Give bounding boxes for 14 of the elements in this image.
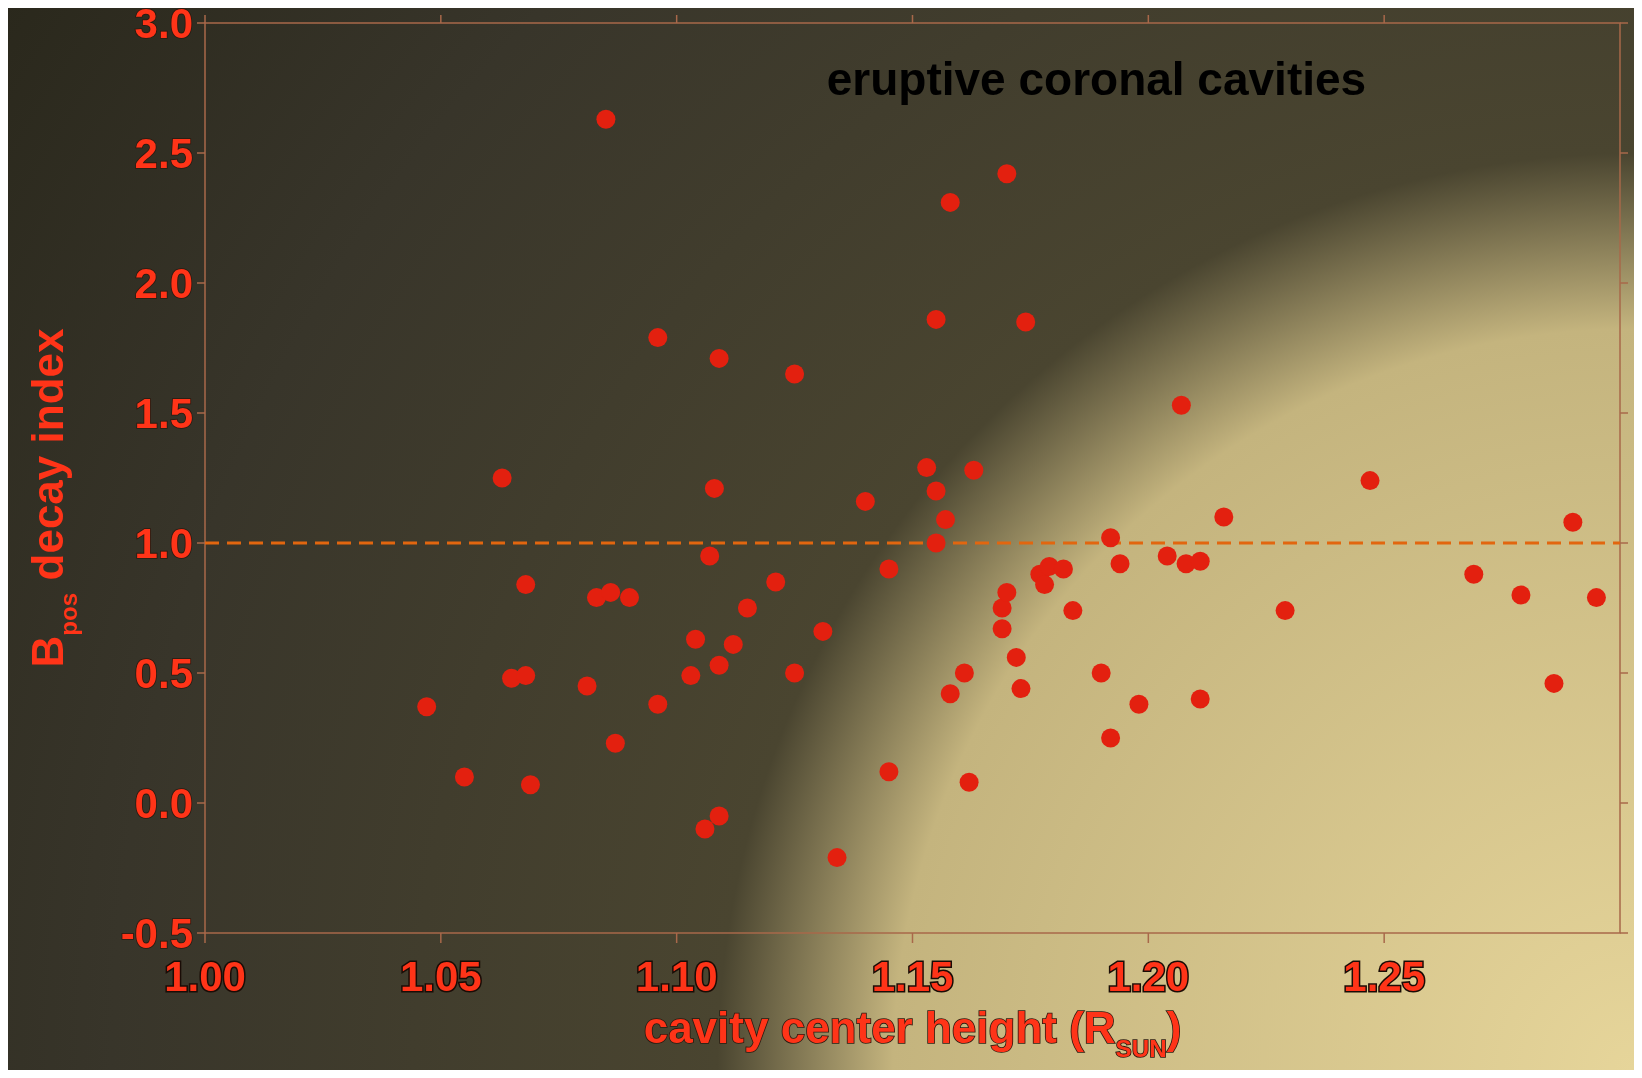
x-tick-label: 1.15 [871,953,954,1000]
x-tick-label: 1.10 [635,953,718,1000]
y-tick-label: 3.0 [134,0,193,47]
x-tick-label: 1.25 [1343,953,1426,1000]
y-tick-label: 2.5 [134,129,193,177]
y-tick-label: 2.0 [134,259,193,307]
x-tick-label: 1.20 [1107,953,1190,1000]
y-tick-label: 0.0 [134,779,193,827]
y-tick-label: 1.0 [134,519,193,567]
text: eruptive coronal cavities [826,53,1367,105]
x-axis-title: cavity center height (R$_{SUN}$) [643,1003,1182,1062]
x-tick-label: 1.05 [399,953,482,1000]
y-tick-label: 1.5 [134,389,193,437]
y-tick-label: 0.5 [134,649,193,697]
